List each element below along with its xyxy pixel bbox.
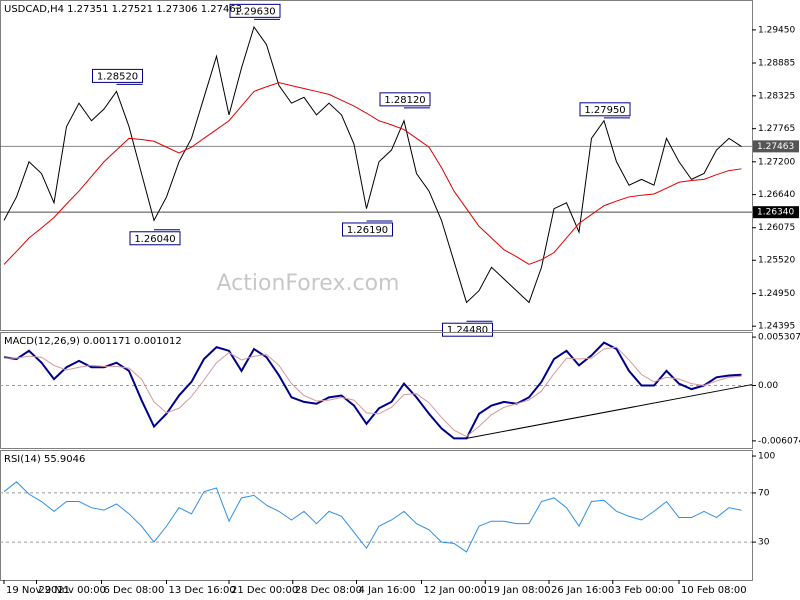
y-tick-label: 1.24950: [758, 289, 795, 299]
y-tick-label: 1.26640: [758, 190, 795, 200]
annotation-label: 1.26040: [134, 234, 175, 245]
annotation-label: 1.26190: [347, 225, 388, 236]
series-line: [3, 82, 742, 265]
panel-frame: [0, 450, 753, 581]
x-tick-label: 21 Dec 00:00: [231, 585, 298, 596]
y-tick-label: 1.24395: [758, 322, 795, 332]
x-tick-label: 10 Feb 08:00: [681, 585, 747, 596]
x-tick-label: 12 Jan 00:00: [424, 585, 487, 596]
price-label-box: [753, 206, 799, 219]
series-line: [3, 341, 742, 440]
panel-frame: [0, 332, 753, 449]
x-tick-label: 28 Dec 08:00: [295, 585, 362, 596]
watermark: ActionForex.com: [217, 271, 400, 296]
x-tick-label: 19 Jan 08:00: [487, 585, 550, 596]
y-tick-label: 1.27200: [758, 157, 795, 167]
price-label: 1.26340: [757, 208, 794, 218]
annotation-box: [92, 68, 143, 83]
trendline: [466, 384, 753, 439]
series-line: [4, 346, 742, 438]
series-line: [3, 25, 742, 304]
y-tick-label: -0.006074: [758, 436, 800, 446]
x-tick-label: 3 Feb 00:00: [615, 585, 674, 596]
annotation-label: 1.27950: [584, 105, 625, 116]
panel-title: RSI(14) 55.9046: [4, 454, 85, 465]
panel-frame: [0, 0, 753, 331]
y-tick-label: 1.25520: [758, 256, 795, 266]
x-tick-label: 29 Nov 00:00: [39, 585, 106, 596]
annotation-box: [379, 92, 431, 107]
y-tick-label: 1.28325: [758, 91, 795, 101]
y-tick-label: 0.005307: [758, 333, 800, 343]
y-tick-label: 1.26075: [758, 223, 795, 233]
y-tick-label: 1.29450: [758, 25, 795, 35]
panel-title: USDCAD,H4 1.27351 1.27521 1.27306 1.2746…: [4, 4, 242, 15]
x-tick-label: 26 Jan 16:00: [551, 585, 614, 596]
annotation-label: 1.24480: [447, 325, 488, 336]
annotation-box: [579, 102, 631, 117]
x-tick-label: 13 Dec 16:00: [169, 585, 236, 596]
annotation-box: [129, 231, 181, 246]
y-tick-label: 0.00: [758, 381, 778, 391]
price-label-box: [753, 140, 799, 153]
y-tick-label: 100: [758, 452, 775, 462]
series-line: [3, 481, 742, 553]
annotation-label: 1.29630: [234, 6, 275, 17]
annotation-label: 1.28520: [97, 71, 138, 82]
y-tick-label: 70: [758, 488, 770, 498]
annotation-box: [342, 222, 393, 237]
panel-title: MACD(12,26,9) 0.001171 0.001012: [4, 336, 182, 347]
y-tick-label: 30: [758, 538, 770, 548]
x-tick-label: 4 Jan 16:00: [359, 585, 416, 596]
x-tick-label: 19 Nov 2021: [6, 585, 70, 596]
annotation-label: 1.28120: [384, 95, 425, 106]
price-label: 1.27463: [757, 142, 794, 152]
y-tick-label: 1.27765: [758, 124, 795, 134]
y-tick-label: 1.28885: [758, 59, 795, 69]
x-tick-label: 6 Dec 08:00: [104, 585, 165, 596]
annotation-box: [229, 3, 281, 18]
